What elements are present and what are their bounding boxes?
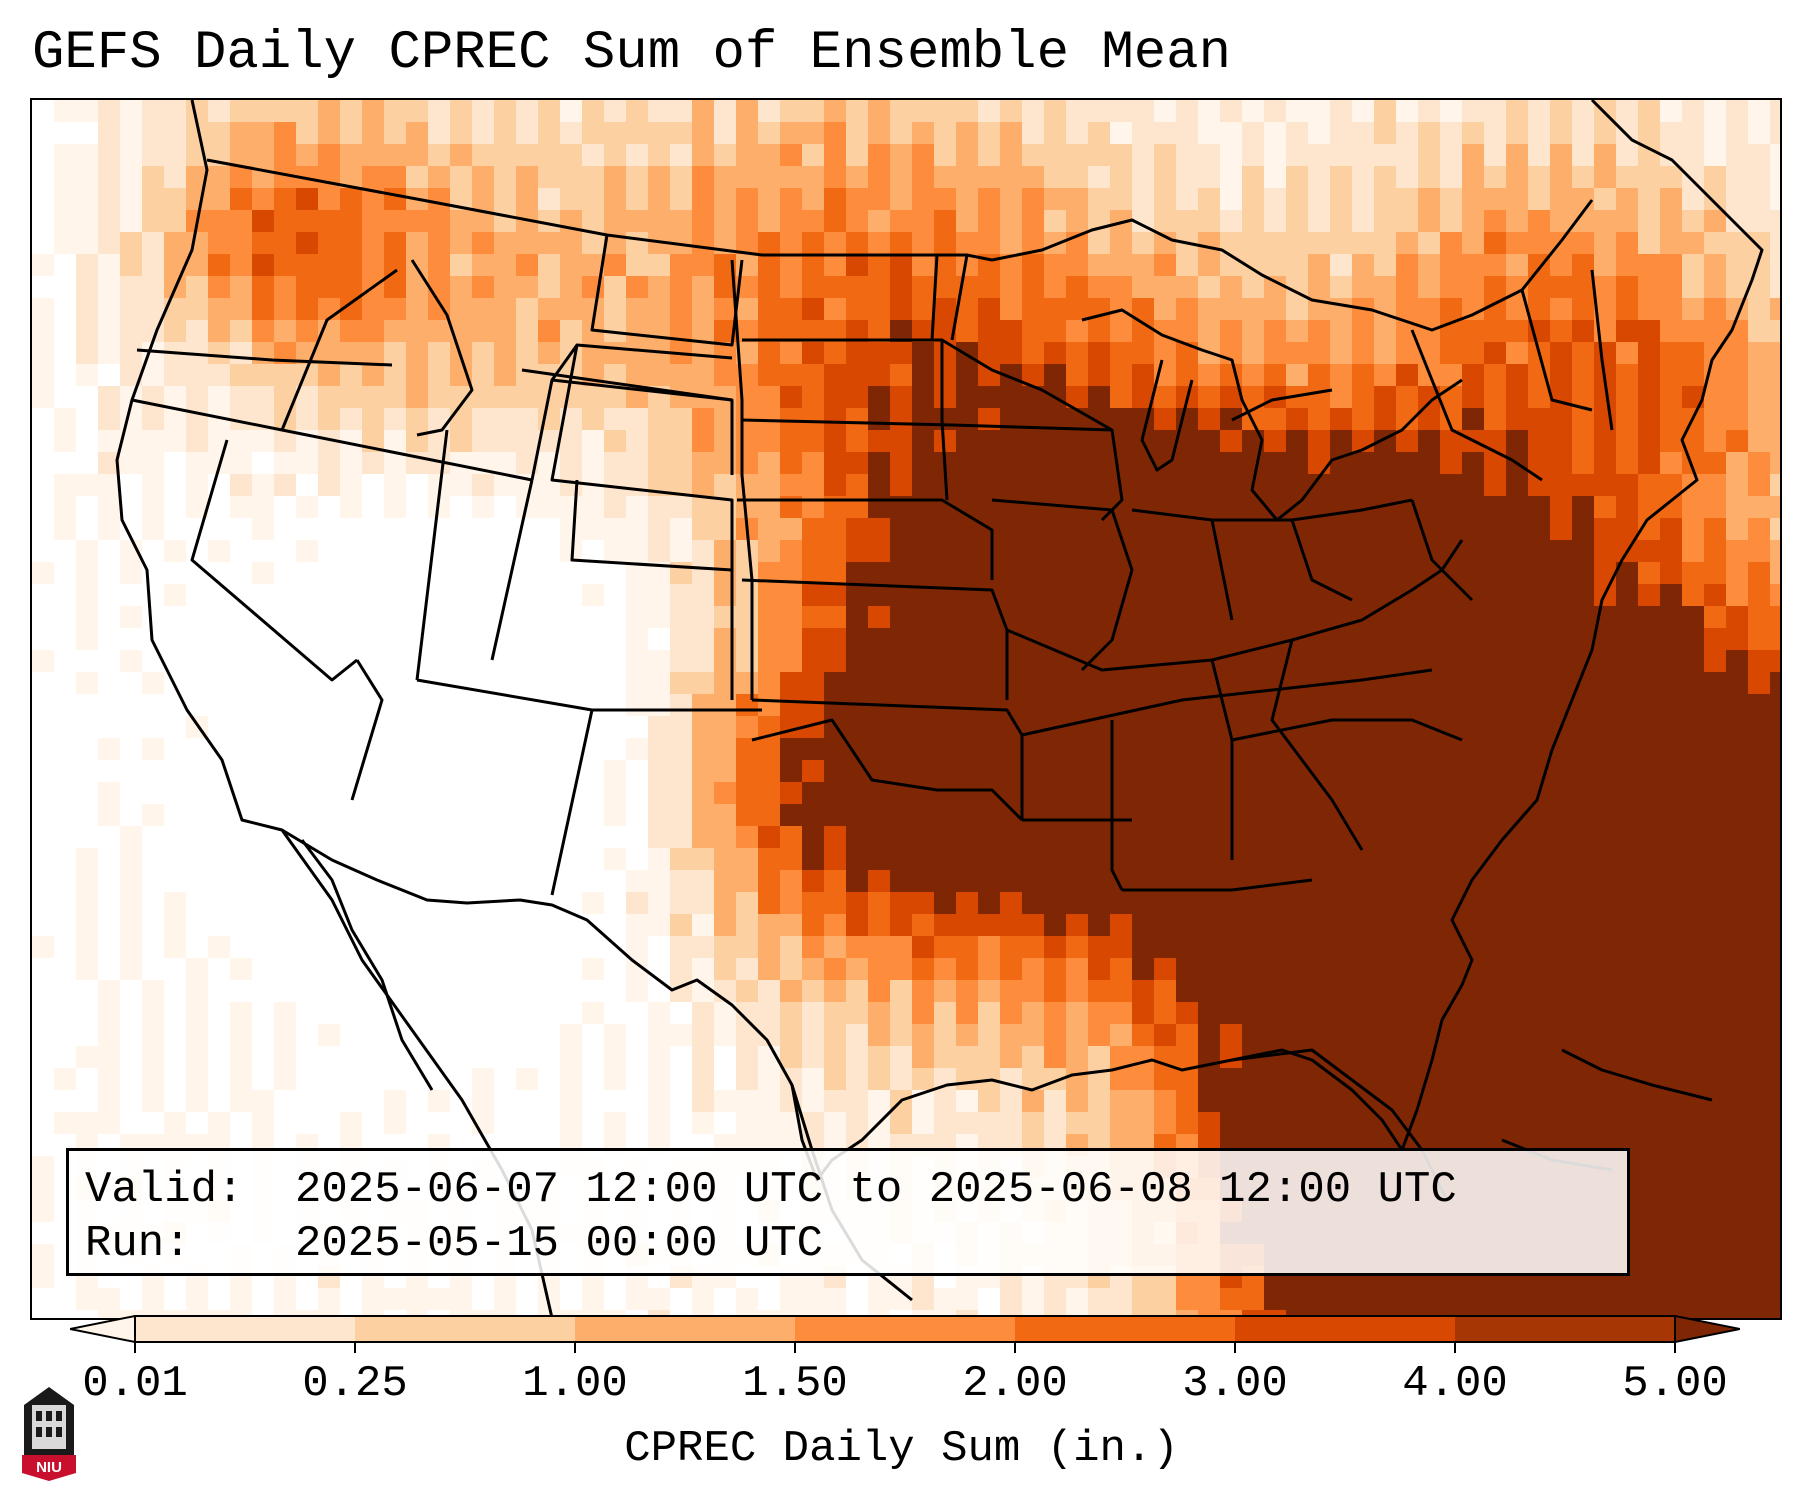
colorbar-tick-label: 0.01 <box>82 1359 188 1409</box>
colorbar-segment <box>1455 1316 1676 1342</box>
colorbar-tick-mark <box>354 1343 356 1353</box>
precipitation-field <box>32 100 1780 1318</box>
valid-value: 2025-06-07 12:00 UTC to 2025-06-08 12:00… <box>295 1165 1457 1215</box>
colorbar-label: CPREC Daily Sum (in.) <box>624 1424 1179 1474</box>
colorbar-tick-mark <box>1454 1343 1456 1353</box>
colorbar-segment <box>135 1316 356 1342</box>
precipitation-map[interactable] <box>30 98 1782 1320</box>
colorbar-tick-mark <box>134 1343 136 1353</box>
colorbar-tick-mark <box>1674 1343 1676 1353</box>
colorbar <box>70 1315 1740 1343</box>
colorbar-segment <box>795 1316 1016 1342</box>
colorbar-tick-label: 5.00 <box>1622 1359 1728 1409</box>
valid-run-info-box: Valid: 2025-06-07 12:00 UTC to 2025-06-0… <box>66 1148 1630 1276</box>
colorbar-tick-mark <box>1234 1343 1236 1353</box>
colorbar-segment <box>355 1316 576 1342</box>
colorbar-tick-mark <box>794 1343 796 1353</box>
colorbar-tick-label: 1.00 <box>522 1359 628 1409</box>
map-canvas <box>32 100 1780 1318</box>
niu-logo-icon: NIU <box>22 1387 76 1481</box>
colorbar-segment <box>575 1316 796 1342</box>
valid-row: Valid: 2025-06-07 12:00 UTC to 2025-06-0… <box>85 1163 1611 1217</box>
run-value: 2025-05-15 00:00 UTC <box>295 1219 824 1269</box>
us-outline <box>115 100 1764 1182</box>
colorbar-segment <box>1015 1316 1236 1342</box>
colorbar-tick-mark <box>1014 1343 1016 1353</box>
run-key: Run: <box>85 1219 191 1269</box>
colorbar-tick-label: 3.00 <box>1182 1359 1288 1409</box>
colorbar-tick-label: 4.00 <box>1402 1359 1508 1409</box>
valid-key: Valid: <box>85 1165 244 1215</box>
run-row: Run: 2025-05-15 00:00 UTC <box>85 1217 1611 1271</box>
colorbar-tick-label: 2.00 <box>962 1359 1068 1409</box>
colorbar-segment <box>1235 1316 1456 1342</box>
colorbar-extend-high <box>1674 1315 1740 1343</box>
logo-text: NIU <box>36 1459 62 1476</box>
colorbar-tick-label: 1.50 <box>742 1359 848 1409</box>
colorbar-extend-low <box>70 1315 136 1343</box>
map-title: GEFS Daily CPREC Sum of Ensemble Mean <box>32 23 1231 84</box>
colorbar-tick-label: 0.25 <box>302 1359 408 1409</box>
colorbar-tick-mark <box>574 1343 576 1353</box>
great-lakes <box>1081 308 1463 522</box>
